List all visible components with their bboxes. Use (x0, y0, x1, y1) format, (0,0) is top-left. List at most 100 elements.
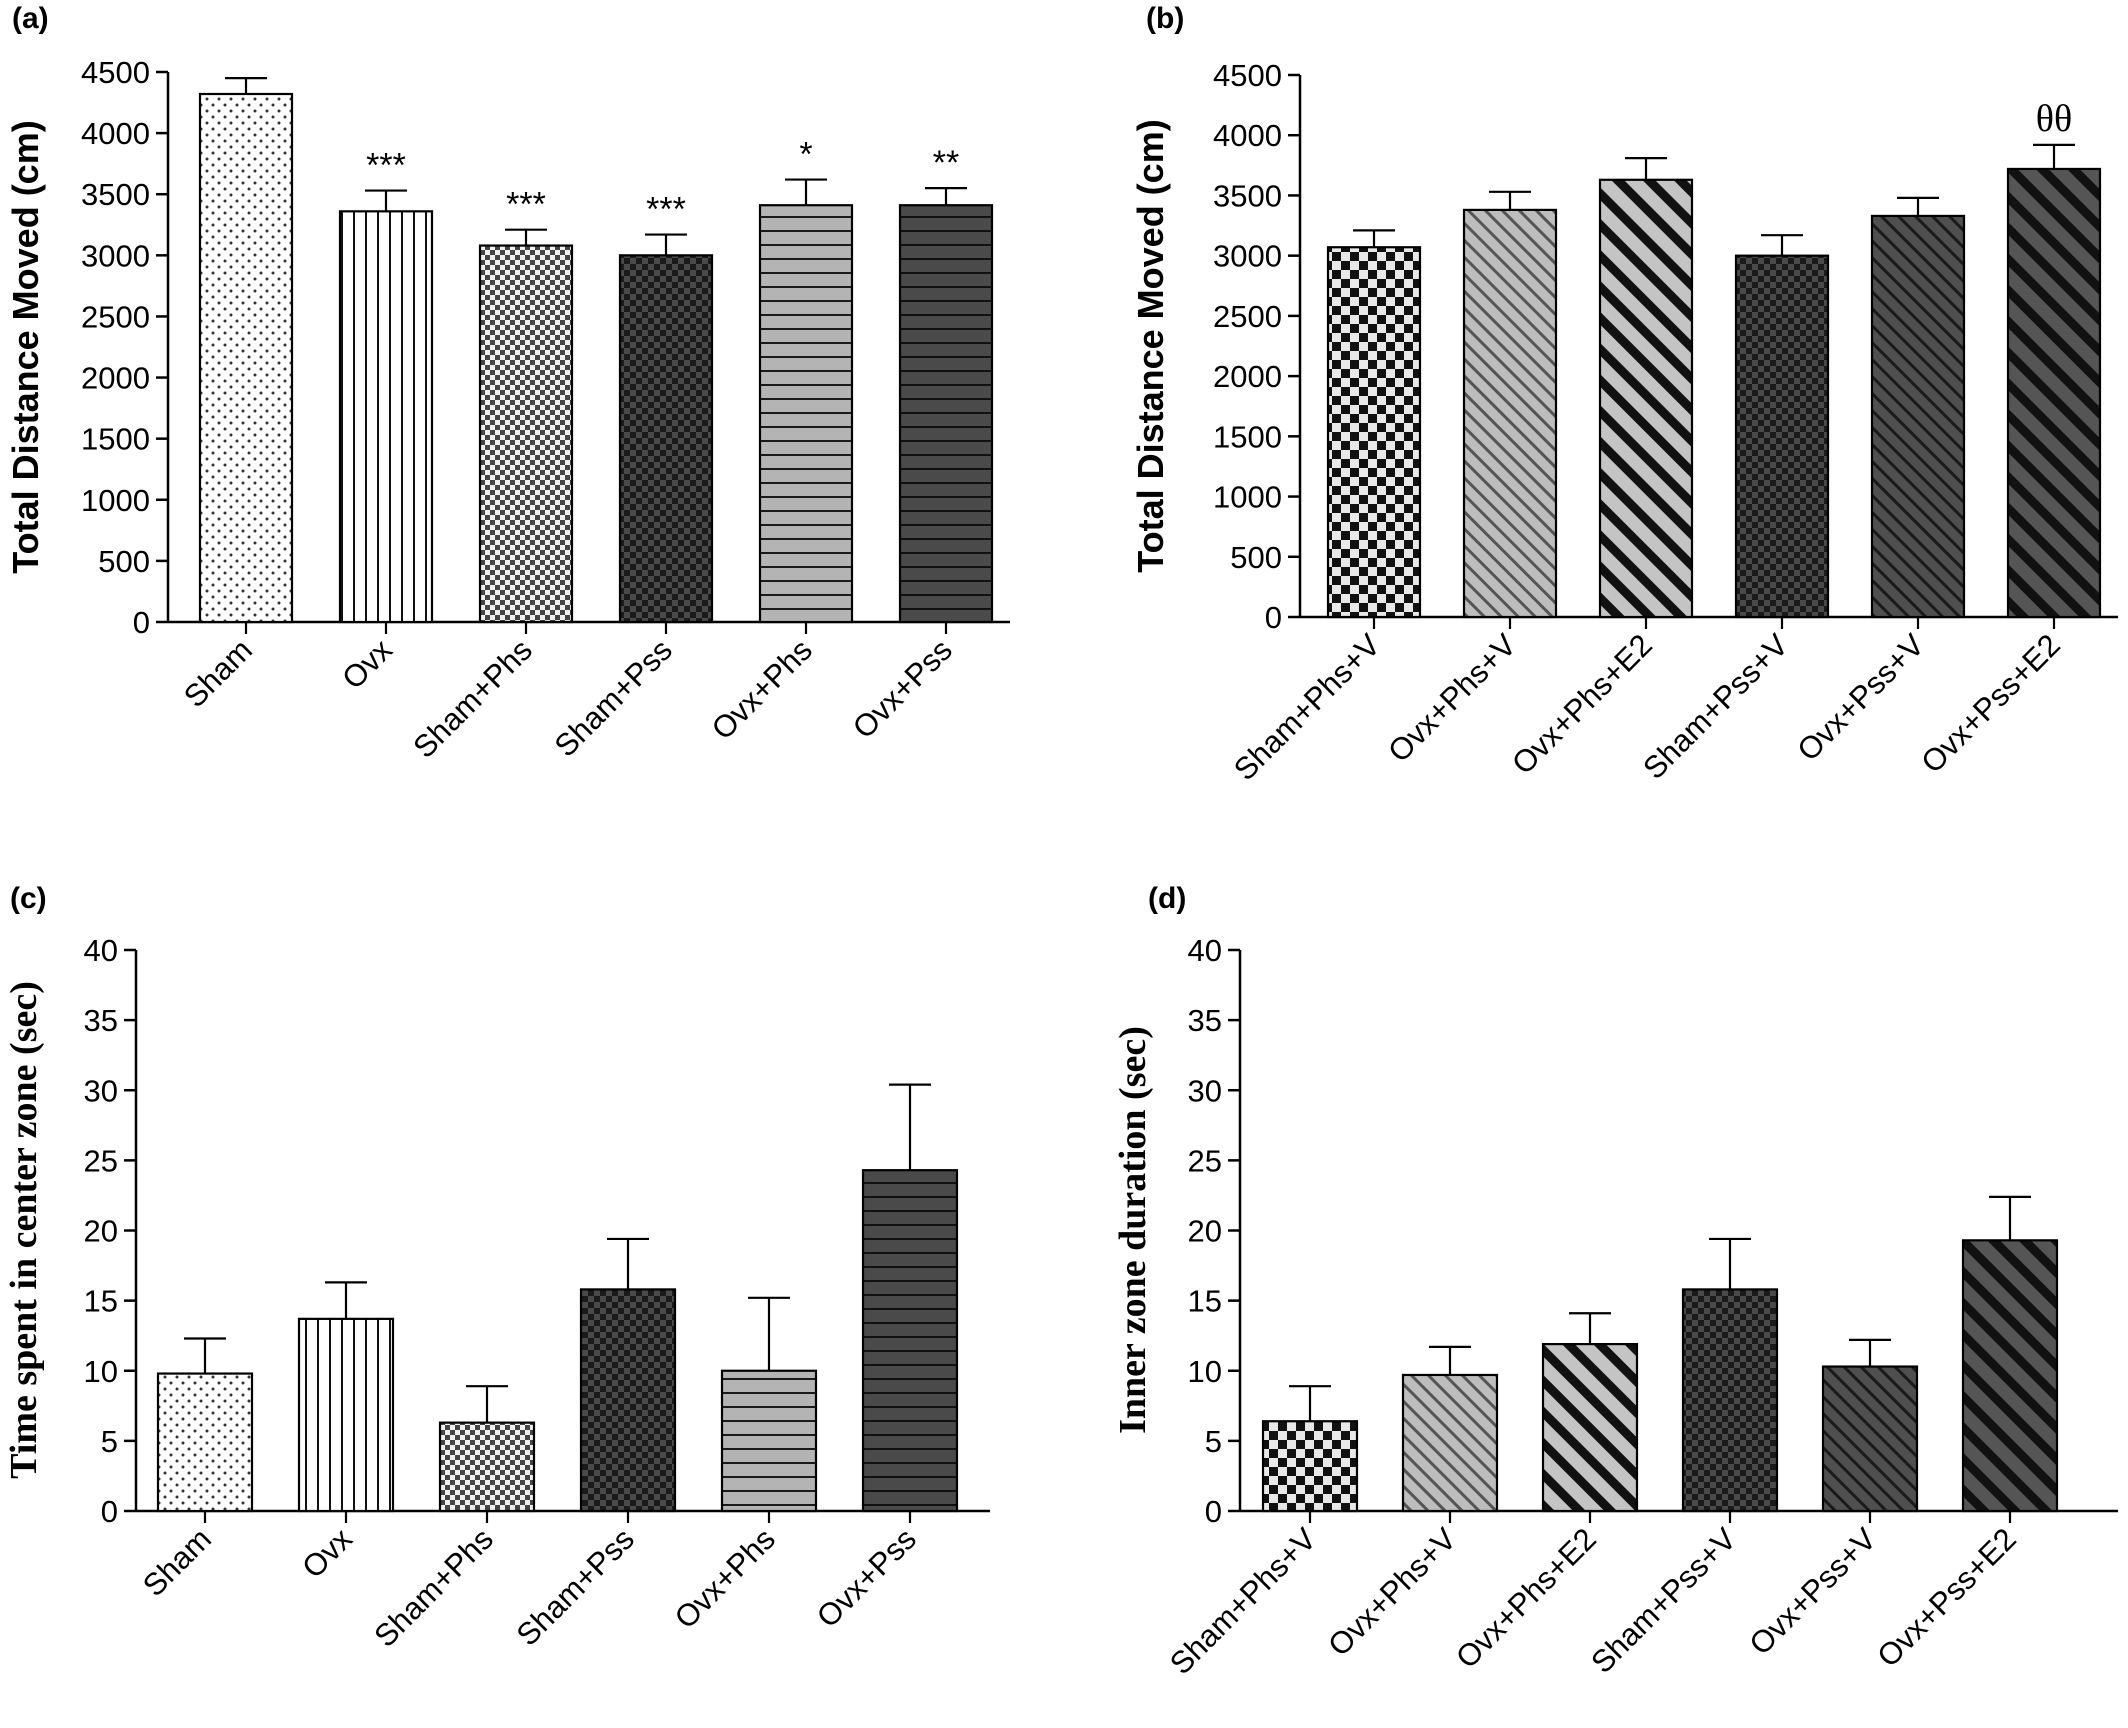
significance-label: ** (933, 144, 959, 182)
y-tick-label: 500 (1230, 540, 1282, 575)
x-tick-label: Ovx (335, 632, 399, 696)
bar-ovx-phs-e2 (1598, 178, 1694, 619)
x-tick-label: Sham+Pss (510, 1521, 641, 1652)
y-tick-label: 3500 (1213, 178, 1282, 213)
y-tick-label: 3000 (81, 238, 150, 273)
y-tick-label: 20 (1188, 1214, 1222, 1249)
x-tick-label: Sham+Phs (406, 632, 539, 765)
bar-ovx-pss-e2 (2006, 167, 2102, 619)
y-tick-label: 40 (84, 933, 118, 968)
bar-ovx (297, 1317, 395, 1513)
y-tick-label: 4000 (81, 116, 150, 151)
y-tick-label: 0 (133, 605, 150, 640)
bar-ovx-phs-e2 (1541, 1343, 1639, 1513)
bar-ovx-phs (720, 1369, 818, 1513)
x-tick-label: Ovx (295, 1521, 359, 1585)
bar-ovx-pss-v (1870, 214, 1966, 619)
y-axis-label: Time spent in center zone (sec) (3, 981, 45, 1479)
bar-sham-phs-v (1261, 1420, 1359, 1513)
significance-label: * (799, 136, 812, 174)
y-tick-label: 20 (84, 1214, 118, 1249)
y-tick-label: 10 (1188, 1354, 1222, 1389)
x-tick-label: Sham (136, 1521, 218, 1603)
x-tick-label: Ovx+Pss (810, 1521, 923, 1634)
chart-panel-b: (b) 0 500 1000 1500 2000 2500 3000 3500 4000 4500 T… (1130, 2, 2118, 787)
y-tick-label: 1500 (81, 422, 150, 457)
y-tick-label: 5 (1205, 1424, 1222, 1459)
y-tick-label: 15 (84, 1284, 118, 1319)
y-tick-label: 35 (1188, 1003, 1222, 1038)
y-tick-label: 500 (98, 544, 150, 579)
y-tick-label: 35 (84, 1003, 118, 1038)
x-tick-label: Ovx+Pss+E2 (1914, 627, 2067, 780)
panel-label: (a) (12, 2, 49, 35)
panel-label: (d) (1148, 882, 1186, 915)
bar-sham-pss-v (1734, 254, 1830, 619)
y-tick-label: 4500 (81, 55, 150, 90)
bar-sham-pss (618, 254, 714, 624)
y-tick-label: 30 (84, 1073, 118, 1108)
chart-panel-d: (d) 0 5 10 15 20 25 30 35 40 Inner zone duration (… (1112, 882, 2118, 1681)
x-tick-label: Sham+Pss (548, 632, 679, 763)
x-tick-label: Sham+Phs+V (1163, 1521, 1323, 1681)
y-tick-label: 0 (1205, 1494, 1222, 1529)
significance-label: *** (366, 147, 406, 185)
y-tick-label: 4000 (1213, 118, 1282, 153)
y-axis-label: Inner zone duration (sec) (1112, 1026, 1154, 1434)
chart-panel-c: (c) 0 5 10 15 20 25 30 35 40 Time spent in center … (3, 882, 990, 1654)
bar-ovx-pss-v (1821, 1365, 1919, 1513)
bar-ovx-pss (861, 1169, 959, 1513)
x-tick-label: Ovx+Phs+E2 (1505, 627, 1659, 781)
y-tick-label: 25 (1188, 1143, 1222, 1178)
x-tick-label: Ovx+Phs+E2 (1449, 1521, 1603, 1675)
x-tick-label: Sham+Phs+V (1227, 627, 1387, 787)
bar-sham-phs-v (1326, 246, 1422, 619)
bar-ovx (338, 210, 434, 624)
x-tick-label: Ovx+Pss (846, 632, 959, 745)
x-tick-label: Sham+Pss+V (1636, 627, 1795, 786)
x-tick-label: Sham+Phs (367, 1521, 500, 1654)
y-tick-label: 2000 (81, 361, 150, 396)
y-axis-label: Total Distance Moved (cm) (1130, 119, 1171, 572)
bar-ovx-phs (758, 204, 854, 624)
x-tick-label: Ovx+Pss+V (1790, 627, 1931, 768)
y-tick-label: 2500 (1213, 299, 1282, 334)
y-tick-label: 2500 (81, 299, 150, 334)
x-tick-label: Ovx+Pss+V (1742, 1521, 1883, 1662)
x-tick-label: Ovx+Phs (705, 632, 819, 746)
bar-sham-pss (579, 1288, 677, 1513)
significance-label: *** (646, 191, 686, 229)
x-tick-label: Sham (177, 632, 259, 714)
x-tick-label: Ovx+Phs (668, 1521, 782, 1635)
y-tick-label: 1000 (81, 483, 150, 518)
y-tick-label: 40 (1188, 933, 1222, 968)
y-tick-label: 1500 (1213, 419, 1282, 454)
panel-label: (c) (10, 882, 47, 915)
significance-label: *** (506, 186, 546, 224)
chart-panel-a: (a) 0 500 1000 1500 2000 2500 3000 3500 4000 4500 T… (5, 2, 1010, 765)
bar-ovx-pss-e2 (1961, 1239, 2059, 1513)
y-tick-label: 3500 (81, 177, 150, 212)
bar-sham (198, 92, 294, 624)
y-tick-label: 10 (84, 1354, 118, 1389)
y-tick-label: 15 (1188, 1284, 1222, 1319)
bar-ovx-pss (898, 204, 994, 624)
x-tick-label: Ovx+Pss+E2 (1870, 1521, 2023, 1674)
y-axis-label: Total Distance Moved (cm) (5, 120, 46, 573)
x-tick-label: Ovx+Phs+V (1321, 1521, 1463, 1663)
y-tick-label: 0 (101, 1494, 118, 1529)
bar-ovx-phs-v (1401, 1373, 1499, 1513)
bar-ovx-phs-v (1462, 208, 1558, 619)
x-tick-label: Sham+Pss+V (1584, 1521, 1743, 1680)
y-tick-label: 4500 (1213, 58, 1282, 93)
y-tick-label: 3000 (1213, 239, 1282, 274)
bar-sham-phs (438, 1421, 536, 1513)
bar-sham (156, 1372, 254, 1513)
y-tick-label: 1000 (1213, 480, 1282, 515)
y-tick-label: 0 (1265, 600, 1282, 635)
panel-label: (b) (1146, 2, 1184, 35)
bar-sham-phs (478, 244, 574, 624)
significance-label: θθ (2036, 98, 2072, 140)
y-tick-label: 30 (1188, 1073, 1222, 1108)
